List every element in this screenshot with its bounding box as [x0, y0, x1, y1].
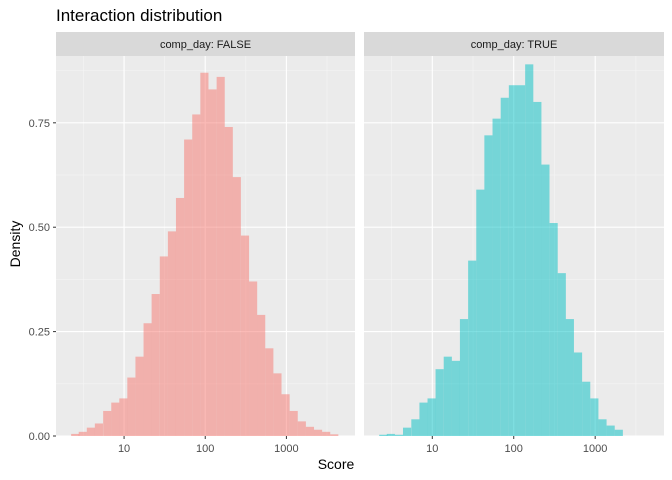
histogram-bar [151, 294, 160, 436]
histogram-bar [590, 398, 599, 436]
facet-strip-label: comp_day: FALSE [160, 39, 251, 51]
histogram-bar [427, 398, 436, 436]
histogram-bar [216, 76, 225, 436]
y-tick-label: 0.00 [29, 431, 50, 443]
histogram-bar [111, 402, 120, 436]
histogram-bar [135, 356, 144, 436]
x-tick-label: 1000 [274, 443, 298, 455]
histogram-bar [402, 427, 412, 436]
x-axis-title: Score [317, 456, 355, 472]
facet-strip [56, 32, 355, 56]
histogram-bar [459, 319, 469, 436]
histogram-bar [394, 434, 404, 436]
histogram-bar [192, 114, 201, 436]
histogram-bar [411, 419, 420, 436]
histogram-bar [119, 398, 128, 436]
histogram-bar [305, 426, 315, 436]
facet-strip [364, 32, 664, 56]
histogram-bar [582, 381, 591, 436]
histogram-bar [281, 394, 290, 436]
histogram-bar [224, 126, 233, 436]
histogram-bar [541, 164, 550, 437]
x-tick-label: 1000 [583, 443, 607, 455]
histogram-bar [240, 235, 250, 436]
histogram-bar [606, 425, 615, 436]
y-tick-label: 0.75 [29, 118, 50, 130]
histogram-bar [86, 427, 95, 436]
facet-strip-label: comp_day: TRUE [471, 39, 558, 51]
x-tick-label: 10 [426, 443, 438, 455]
histogram-bar [208, 89, 217, 437]
histogram-bar [273, 373, 282, 436]
histogram-bar [200, 72, 209, 436]
histogram-bar [159, 256, 168, 436]
histogram-bar [508, 85, 517, 436]
histogram-bar [443, 356, 452, 436]
histogram-bar [94, 423, 103, 436]
x-tick-label: 100 [505, 443, 523, 455]
histogram-bar [127, 377, 136, 436]
histogram-bar [184, 139, 193, 436]
histogram-bar [167, 231, 177, 436]
histogram-bar [500, 97, 509, 436]
x-tick-label: 10 [118, 443, 130, 455]
y-axis-title: Density [7, 220, 23, 268]
histogram-bar [468, 260, 477, 436]
histogram-bar [476, 189, 485, 436]
histogram-bar [557, 273, 566, 436]
y-tick-label: 0.50 [29, 222, 50, 234]
histogram-bar [598, 419, 607, 436]
histogram-bar [379, 434, 388, 436]
histogram-bar [249, 281, 258, 436]
histogram-bar [289, 410, 298, 436]
histogram-bar [297, 421, 306, 436]
histogram-bar [103, 410, 112, 436]
histogram-bar [265, 348, 274, 436]
histogram-bar [565, 319, 574, 436]
histogram-bar [549, 223, 558, 436]
x-tick-label: 100 [196, 443, 214, 455]
histogram-bar [516, 85, 526, 436]
histogram-bar [78, 431, 87, 436]
histogram-bar [614, 429, 623, 436]
histogram-bar [330, 434, 339, 436]
histogram-bar [492, 118, 501, 436]
histogram-bar [573, 352, 583, 436]
chart-title: Interaction distribution [56, 6, 223, 25]
histogram-bar [314, 429, 323, 436]
histogram-bar [232, 177, 241, 436]
histogram-bar [451, 360, 460, 436]
histogram-bar [419, 402, 428, 436]
histogram-bar [435, 369, 444, 436]
histogram-bar [484, 135, 493, 437]
histogram-bar [71, 433, 80, 436]
histogram-bar [322, 431, 331, 436]
histogram-bar [533, 101, 542, 436]
y-tick-label: 0.25 [29, 327, 50, 339]
histogram-bar [386, 433, 395, 436]
histogram-bar [257, 314, 266, 436]
histogram-bar [525, 64, 534, 436]
histogram-bar [143, 323, 152, 436]
histogram-bar [175, 197, 185, 436]
